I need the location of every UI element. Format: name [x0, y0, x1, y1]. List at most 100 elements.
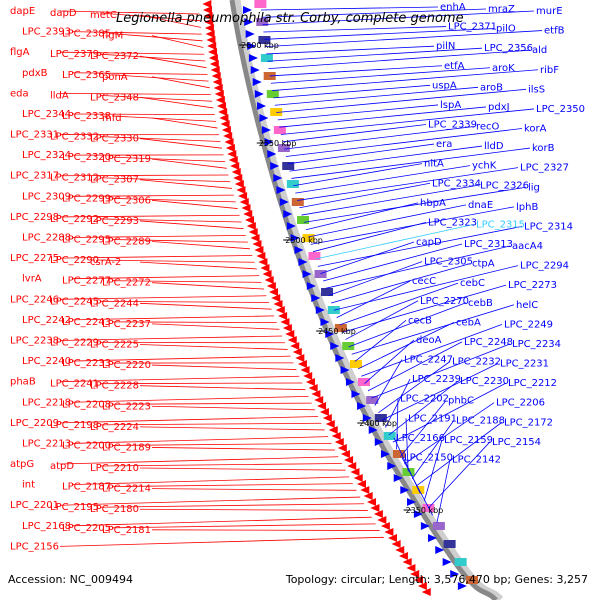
reverse-gene-label[interactable]: LPC_2317 — [10, 171, 59, 182]
reverse-gene-label[interactable]: LPC_2365 — [62, 70, 111, 81]
reverse-gene-label[interactable]: LPC_2299 — [62, 193, 111, 204]
reverse-gene-label[interactable]: LPC_2180 — [90, 504, 139, 515]
reverse-gene-label[interactable]: LPC_2242 — [22, 315, 71, 326]
reverse-gene-label[interactable]: LPC_2233 — [62, 358, 111, 369]
forward-gene-label[interactable]: LPC_2315 — [476, 219, 525, 230]
reverse-gene-label[interactable]: LPC_2156 — [10, 541, 59, 552]
forward-gene-label[interactable]: capD — [416, 237, 442, 248]
forward-gene-label[interactable]: cecC — [412, 276, 436, 287]
reverse-gene-label[interactable]: LPC_2210 — [90, 463, 139, 474]
forward-gene-label[interactable]: korB — [532, 143, 555, 154]
reverse-gene-label[interactable]: LPC_2220 — [102, 360, 151, 371]
reverse-gene-label[interactable]: LPC_2195 — [50, 502, 99, 513]
forward-gene-label[interactable]: pdxJ — [488, 102, 510, 113]
reverse-gene-label[interactable]: LPC_2243 — [62, 317, 111, 328]
reverse-gene-label[interactable]: LPC_2289 — [102, 237, 151, 248]
forward-gene-label[interactable]: LPC_2350 — [536, 104, 585, 115]
reverse-gene-label[interactable]: LPC_2320 — [62, 152, 111, 163]
reverse-gene-label[interactable]: LPC_2348 — [90, 92, 139, 103]
reverse-gene-label[interactable]: LPC_2218 — [22, 397, 71, 408]
reverse-gene-label[interactable]: LPC_2200 — [62, 440, 111, 451]
reverse-gene-label[interactable]: lvrA — [22, 274, 42, 285]
forward-gene-label[interactable]: korA — [524, 124, 547, 135]
forward-gene-label[interactable]: pilO — [496, 24, 516, 35]
forward-gene-label[interactable]: LPC_2327 — [520, 163, 569, 174]
reverse-gene-label[interactable]: LPC_2214 — [102, 484, 151, 495]
forward-gene-label[interactable]: LPC_2230 — [460, 376, 509, 387]
reverse-gene-label[interactable]: LPC_2240 — [22, 356, 71, 367]
reverse-gene-label[interactable]: LPC_2241 — [50, 379, 99, 390]
forward-gene-label[interactable]: cecB — [408, 315, 432, 326]
forward-gene-label[interactable]: helC — [516, 300, 538, 311]
forward-gene-label[interactable]: ribF — [540, 65, 559, 76]
reverse-gene-label[interactable]: LPC_2205 — [62, 523, 111, 534]
forward-gene-label[interactable]: LPC_2323 — [428, 217, 477, 228]
forward-gene-label[interactable]: murE — [536, 6, 563, 17]
reverse-gene-label[interactable]: LPC_2338 — [62, 111, 111, 122]
forward-gene-label[interactable]: LPC_2313 — [464, 239, 513, 250]
forward-gene-label[interactable]: LPC_2234 — [512, 339, 561, 350]
reverse-gene-label[interactable]: LPC_2272 — [102, 278, 151, 289]
reverse-gene-label[interactable]: LPC_2187 — [62, 482, 111, 493]
forward-gene-label[interactable]: era — [436, 139, 452, 150]
forward-gene-label[interactable]: LPC_2142 — [452, 454, 501, 465]
forward-gene-label[interactable]: nltA — [424, 159, 444, 170]
forward-gene-label[interactable]: cebC — [460, 278, 485, 289]
reverse-gene-label[interactable]: LPC_2228 — [90, 381, 139, 392]
reverse-gene-label[interactable]: flgM — [102, 31, 123, 42]
forward-gene-label[interactable]: LPC_2188 — [456, 415, 505, 426]
forward-gene-label[interactable]: LPC_2172 — [504, 417, 553, 428]
forward-gene-label[interactable]: ald — [532, 45, 547, 56]
reverse-gene-label[interactable]: LPC_2319 — [102, 154, 151, 165]
reverse-gene-label[interactable]: LPC_2224 — [90, 422, 139, 433]
reverse-gene-label[interactable]: eda — [10, 88, 29, 99]
forward-gene-label[interactable]: LPC_2334 — [432, 178, 481, 189]
reverse-gene-label[interactable]: LPC_2331 — [10, 130, 59, 141]
reverse-gene-label[interactable]: LPC_2244 — [90, 298, 139, 309]
forward-gene-label[interactable]: LPC_2202 — [400, 394, 449, 405]
reverse-gene-label[interactable]: atpG — [10, 459, 34, 470]
forward-gene-label[interactable]: LPC_2249 — [504, 319, 553, 330]
forward-gene-label[interactable]: LPC_2371 — [448, 22, 497, 33]
forward-gene-label[interactable]: aroK — [492, 63, 515, 74]
reverse-gene-label[interactable]: pdxB — [22, 68, 48, 79]
forward-gene-label[interactable]: LPC_2232 — [452, 357, 501, 368]
reverse-gene-label[interactable]: LPC_2293 — [90, 216, 139, 227]
reverse-gene-label[interactable]: dapD — [50, 8, 77, 19]
reverse-gene-label[interactable]: dapE — [10, 6, 35, 17]
reverse-gene-label[interactable]: phaB — [10, 377, 36, 388]
forward-gene-label[interactable]: cebA — [456, 317, 481, 328]
forward-gene-label[interactable]: LPC_2212 — [508, 378, 557, 389]
forward-gene-label[interactable]: LPC_2166 — [396, 433, 445, 444]
reverse-gene-label[interactable]: LPC_2372 — [90, 51, 139, 62]
forward-gene-label[interactable]: etfB — [544, 26, 565, 37]
forward-gene-label[interactable]: LPC_2154 — [492, 437, 541, 448]
reverse-gene-label[interactable]: flgA — [10, 47, 30, 58]
reverse-gene-label[interactable]: LPC_2344 — [22, 109, 71, 120]
forward-gene-label[interactable]: LPC_2248 — [464, 337, 513, 348]
reverse-gene-label[interactable]: LPC_2393 — [22, 27, 71, 38]
reverse-gene-label[interactable]: LPC_2225 — [90, 339, 139, 350]
reverse-gene-label[interactable]: LPC_2312 — [50, 173, 99, 184]
reverse-gene-label[interactable]: LPC_2306 — [102, 195, 151, 206]
forward-gene-label[interactable]: LPC_2356 — [484, 43, 533, 54]
forward-gene-label[interactable]: recO — [476, 122, 500, 133]
forward-gene-label[interactable]: LPC_2159 — [444, 435, 493, 446]
forward-gene-label[interactable]: LPC_2326 — [480, 180, 529, 191]
reverse-gene-label[interactable]: LPC_2201 — [10, 500, 59, 511]
reverse-gene-label[interactable]: LPC_2277 — [62, 276, 111, 287]
reverse-gene-label[interactable]: lldA — [50, 90, 69, 101]
reverse-gene-label[interactable]: LPC_2168 — [22, 521, 71, 532]
forward-gene-label[interactable]: LPC_2270 — [420, 296, 469, 307]
forward-gene-label[interactable]: LPC_2247 — [404, 355, 453, 366]
reverse-gene-label[interactable]: LPC_2209 — [10, 418, 59, 429]
reverse-gene-label[interactable]: LPC_2379 — [50, 49, 99, 60]
reverse-gene-label[interactable]: LPC_2295 — [62, 235, 111, 246]
reverse-gene-label[interactable]: LPC_2290 — [50, 255, 99, 266]
reverse-gene-label[interactable]: LPC_2307 — [90, 175, 139, 186]
reverse-gene-label[interactable]: LPC_2229 — [50, 337, 99, 348]
reverse-gene-label[interactable]: LPC_2298 — [10, 212, 59, 223]
reverse-gene-label[interactable]: ponA — [102, 72, 128, 83]
reverse-gene-label[interactable]: LPC_2208 — [62, 399, 111, 410]
reverse-gene-label[interactable]: LPC_2238 — [10, 335, 59, 346]
